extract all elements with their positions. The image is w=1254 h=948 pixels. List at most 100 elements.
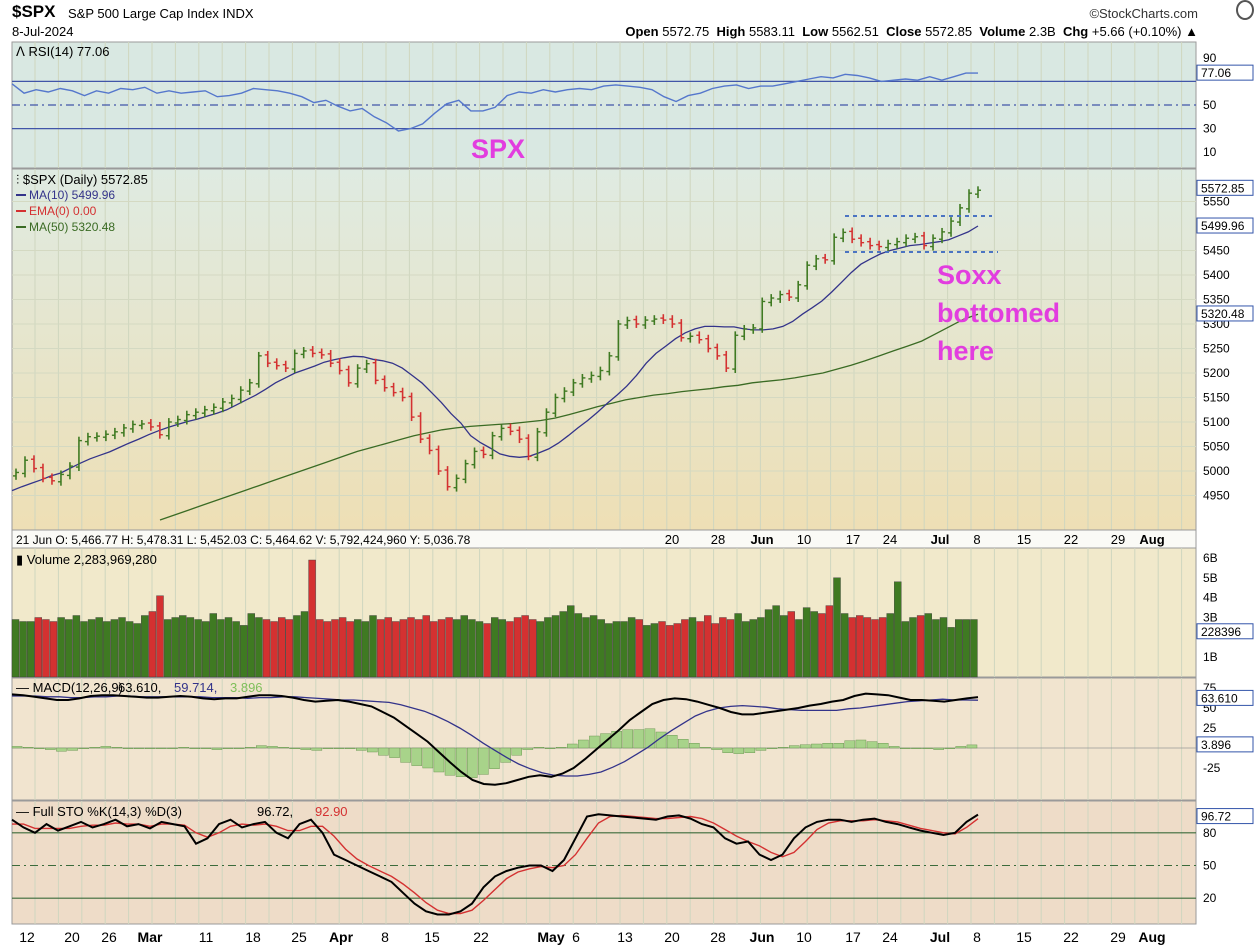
macd-histogram-bar [333, 747, 345, 750]
volume-bar [711, 623, 719, 678]
volume-bar [262, 619, 271, 678]
volume-bar [285, 619, 293, 678]
volume-bar [437, 619, 446, 678]
price-axis-label: 10 [797, 532, 811, 547]
volume-bar [361, 621, 370, 678]
date-axis-label: 17 [845, 929, 861, 945]
macd-histogram-bar [555, 747, 567, 749]
macd-histogram-bar [11, 746, 23, 749]
price-tick: 5250 [1203, 342, 1230, 356]
macd-tick: -25 [1203, 761, 1221, 775]
volume-bar [521, 615, 529, 678]
volume-bar [498, 619, 506, 678]
macd-histogram-bar [189, 747, 200, 750]
volume-bar [506, 621, 514, 678]
macd-histogram-bar [122, 747, 134, 750]
price-axis-label: 22 [1064, 532, 1078, 547]
volume-bar [217, 619, 225, 678]
price-axis-label: Jun [750, 532, 773, 547]
macd-histogram-bar [111, 747, 123, 749]
sto-title: — Full STO %K(14,3) %D(3) [16, 804, 182, 819]
macd-title: — MACD(12,26,9) [16, 680, 123, 695]
volume-tick: 4B [1203, 591, 1218, 605]
up-arrow-icon: ▲ [1185, 24, 1198, 39]
sto-tick: 80 [1203, 826, 1217, 840]
volume-bar [932, 619, 940, 678]
macd-histogram-bar [722, 747, 733, 754]
volume-bar [270, 621, 278, 678]
sto-d-value: 92.90 [315, 804, 348, 819]
volume-last-label-box [1196, 623, 1254, 640]
rsi-last-label-box [1196, 64, 1254, 81]
volume-bar [384, 617, 392, 678]
macd-histogram-bar [644, 728, 656, 749]
price-axis-label: Aug [1139, 532, 1164, 547]
volume-bar [247, 613, 256, 678]
soxx-annotation: Soxx bottomed here [937, 256, 1060, 370]
volume-bar [491, 617, 499, 678]
corner-icon[interactable] [1236, 0, 1254, 20]
macd-histogram-bar [100, 746, 112, 749]
volume-bar [148, 611, 157, 678]
volume-bar [27, 621, 35, 678]
date-axis-label: 8 [973, 929, 981, 945]
price-tick: 5150 [1203, 391, 1230, 405]
volume-bar [627, 617, 636, 678]
macd-last-label: 63.610 [1201, 691, 1238, 705]
macd-histogram-bar [22, 747, 34, 749]
volume-last-label: 228396 [1201, 625, 1241, 639]
volume-bar [559, 611, 567, 678]
security-name: S&P 500 Large Cap Index INDX [68, 6, 254, 21]
price-tick: 5100 [1203, 415, 1230, 429]
macd-histogram-bar [178, 747, 189, 749]
volume-bar [878, 617, 887, 678]
rsi-line [11, 72, 978, 132]
volume-bar [772, 605, 780, 678]
macd-histogram-bar [378, 747, 389, 756]
volume-bar [34, 617, 42, 678]
date-axis-label: 24 [882, 929, 898, 945]
volume-bar [293, 615, 301, 678]
macd-histogram-bar [344, 747, 356, 750]
volume-bar [544, 617, 552, 678]
macd-histogram-bar [278, 747, 289, 749]
macd-histogram-bar [56, 747, 67, 752]
ma10-last-label-box [1196, 217, 1254, 234]
sto-tick: 20 [1203, 891, 1217, 905]
volume-bar [780, 615, 788, 678]
macd-histogram-bar [700, 747, 711, 749]
macd-histogram-bar [400, 747, 411, 763]
source-credit[interactable]: ©StockCharts.com [1089, 6, 1198, 21]
price-axis-label: 8 [973, 532, 980, 547]
volume-bar [909, 617, 917, 678]
macd-histogram-bar [933, 747, 944, 750]
volume-tick: 6B [1203, 551, 1218, 565]
macd-histogram-bar [633, 729, 645, 749]
macd-histogram-bar [911, 747, 922, 750]
macd-histogram-bar [144, 747, 156, 750]
volume-bar [955, 619, 963, 678]
volume-bar [57, 617, 65, 678]
volume-bar [635, 619, 643, 678]
volume-bar [673, 623, 681, 678]
date-axis-label: Apr [329, 929, 354, 945]
macd-histogram-bar [89, 747, 100, 749]
macd-histogram-bar [522, 747, 534, 750]
macd-histogram-bar [289, 747, 300, 750]
macd-histogram-bar [811, 743, 822, 749]
volume-bar [947, 627, 955, 678]
macd-histogram-bar [544, 747, 556, 750]
rsi-panel [11, 41, 1197, 169]
macd-histogram-bar [433, 747, 445, 773]
macd-histogram-bar [944, 747, 956, 750]
ma10-last-label: 5499.96 [1201, 219, 1245, 233]
volume-bar [802, 607, 811, 678]
macd-histogram-bar [589, 735, 600, 749]
volume-bar [764, 609, 773, 678]
volume-bar [916, 615, 925, 678]
volume-bar [475, 621, 484, 678]
macd-histogram-bar [755, 747, 767, 751]
close-value: 5572.85 [925, 24, 973, 39]
volume-title: ▮ Volume 2,283,969,280 [16, 552, 157, 567]
